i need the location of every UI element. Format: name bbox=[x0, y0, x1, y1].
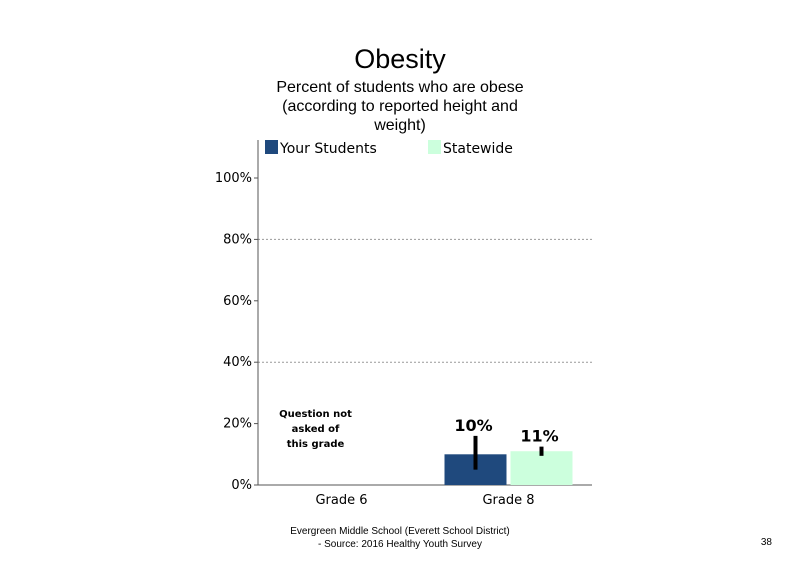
y-tick-label: 20% bbox=[223, 417, 252, 432]
legend-swatch bbox=[428, 140, 441, 154]
x-tick-label: Grade 6 bbox=[315, 493, 367, 508]
y-tick-label: 80% bbox=[223, 232, 252, 247]
y-tick-label: 40% bbox=[223, 355, 252, 370]
legend-label: Your Students bbox=[279, 141, 377, 157]
chart-title: Obesity bbox=[354, 44, 446, 74]
y-tick-label: 0% bbox=[231, 478, 252, 493]
annotation-text: asked of bbox=[292, 424, 340, 435]
footer-line-school: Evergreen Middle School (Everett School … bbox=[290, 526, 510, 537]
data-label: 10% bbox=[454, 416, 492, 435]
annotation-text: this grade bbox=[287, 439, 345, 450]
y-tick-label: 100% bbox=[215, 171, 252, 186]
legend-swatch bbox=[265, 140, 278, 154]
annotation-text: Question not bbox=[279, 409, 352, 420]
data-label: 11% bbox=[520, 427, 558, 446]
footer-source: Evergreen Middle School (Everett School … bbox=[260, 525, 540, 551]
y-tick-label: 60% bbox=[223, 294, 252, 309]
bar bbox=[510, 451, 573, 485]
page-number: 38 bbox=[760, 537, 772, 548]
footer-line-source: - Source: 2016 Healthy Youth Survey bbox=[318, 539, 482, 550]
chart-subtitle: Percent of students who are obese (accor… bbox=[276, 79, 524, 134]
x-tick-label: Grade 8 bbox=[482, 493, 534, 508]
legend-label: Statewide bbox=[443, 141, 513, 157]
